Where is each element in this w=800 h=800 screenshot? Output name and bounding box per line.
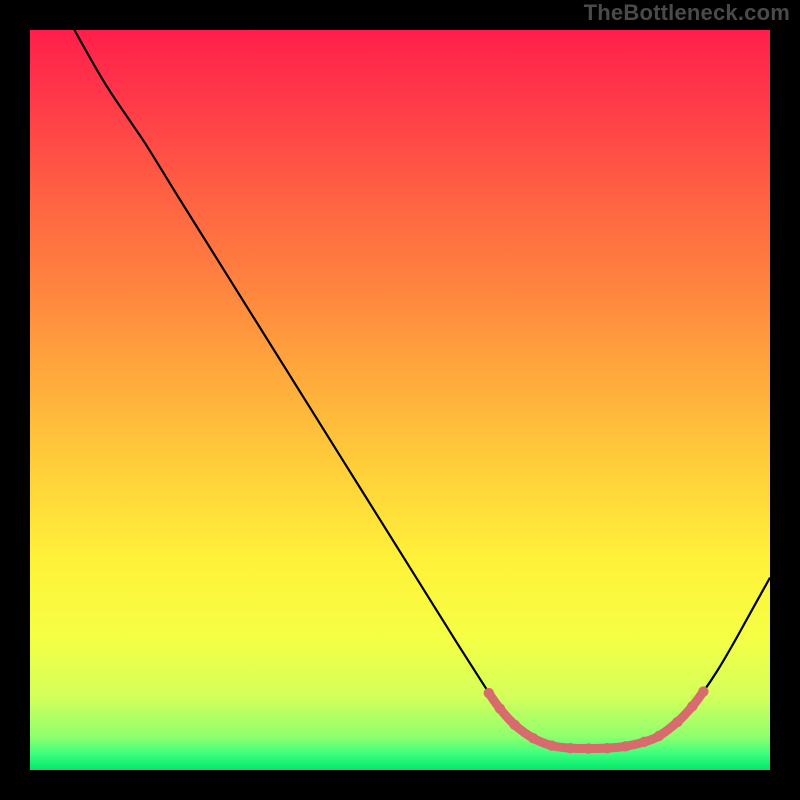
watermark-text: TheBottleneck.com [584, 0, 790, 26]
highlight-dot [639, 737, 649, 747]
highlight-dot [672, 717, 682, 727]
chart-plot-area [30, 30, 770, 770]
highlight-dot [484, 688, 494, 698]
highlight-dot [687, 701, 697, 711]
chart-svg [30, 30, 770, 770]
highlight-dot [602, 743, 612, 753]
highlight-dot [565, 743, 575, 753]
highlight-dot [528, 733, 538, 743]
highlight-dot [584, 743, 594, 753]
chart-background [30, 30, 770, 770]
highlight-dot [698, 686, 708, 696]
highlight-dot [510, 720, 520, 730]
highlight-dot [495, 703, 505, 713]
highlight-dot [621, 741, 631, 751]
highlight-dot [654, 731, 664, 741]
highlight-dot [547, 740, 557, 750]
